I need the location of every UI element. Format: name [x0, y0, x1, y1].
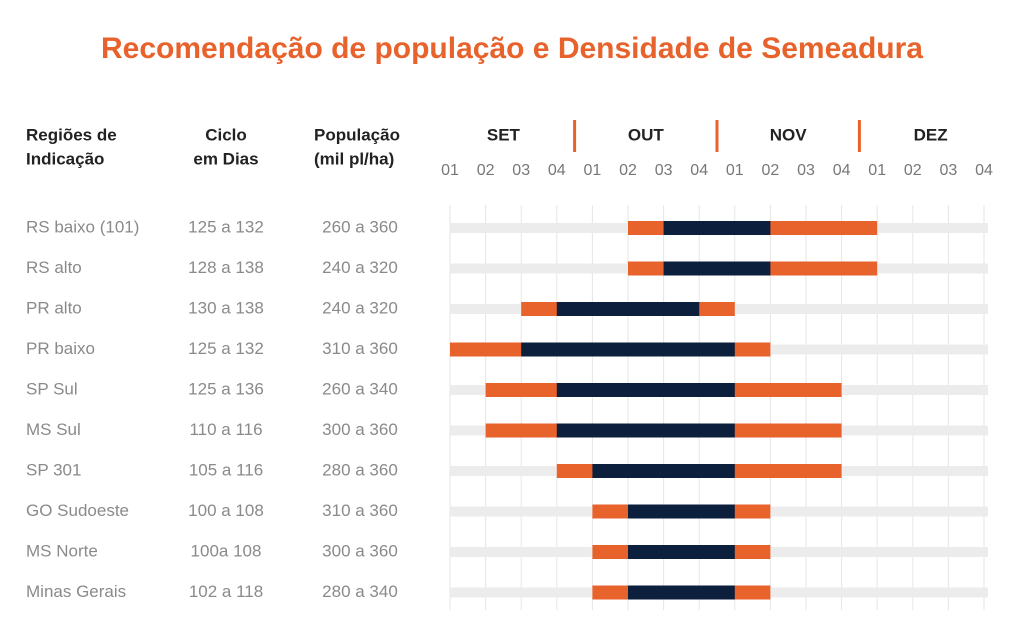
week-label: 04 — [548, 162, 566, 179]
header: Regiões de — [26, 125, 117, 144]
week-label: 02 — [477, 162, 495, 179]
region: RS alto — [26, 258, 82, 277]
title: Recomendação de população e Densidade de… — [101, 32, 923, 65]
population: 240 a 320 — [322, 298, 398, 317]
region: SP 301 — [26, 460, 81, 479]
ideal-window — [628, 585, 735, 600]
cycle: 125 a 132 — [188, 339, 264, 358]
month-label: OUT — [628, 125, 665, 144]
population: 310 a 360 — [322, 339, 398, 358]
ideal-window — [663, 221, 771, 235]
month-label: NOV — [770, 125, 808, 144]
population: 240 a 320 — [322, 258, 398, 277]
population: 280 a 340 — [322, 582, 398, 601]
cycle: 100a 108 — [191, 541, 262, 560]
region: MS Norte — [26, 541, 98, 560]
ideal-window — [628, 504, 735, 519]
cycle: 125 a 132 — [188, 217, 264, 236]
week-label: 04 — [690, 162, 708, 179]
cycle: 105 a 116 — [189, 460, 263, 479]
cycle: 110 a 116 — [189, 420, 262, 439]
week-label: 04 — [833, 162, 851, 179]
week-label: 03 — [512, 162, 530, 179]
week-label: 02 — [619, 162, 637, 179]
week-label: 01 — [868, 162, 886, 179]
population: 300 a 360 — [322, 420, 398, 439]
region: Minas Gerais — [26, 582, 126, 601]
ideal-window — [592, 464, 735, 478]
week-label: 01 — [584, 162, 602, 179]
ideal-window — [556, 423, 735, 438]
ideal-window — [556, 302, 700, 316]
week-label: 03 — [940, 162, 958, 179]
month-separator — [573, 120, 577, 152]
population: 300 a 360 — [322, 541, 398, 560]
week-label: 04 — [975, 162, 993, 179]
cycle: 100 a 108 — [188, 501, 264, 520]
header: Ciclo — [205, 125, 247, 144]
population: 310 a 360 — [322, 501, 398, 520]
ideal-window — [628, 545, 735, 559]
ideal-window — [663, 261, 771, 276]
header: Indicação — [26, 149, 104, 168]
region: GO Sudoeste — [26, 501, 129, 520]
week-label: 03 — [797, 162, 815, 179]
population: 260 a 340 — [322, 379, 398, 398]
ideal-window — [521, 342, 735, 357]
population: 260 a 360 — [322, 217, 398, 236]
cycle: 130 a 138 — [188, 298, 264, 317]
month-separator — [715, 120, 719, 152]
region: SP Sul — [26, 379, 78, 398]
header: em Dias — [193, 149, 258, 168]
header: (mil pl/ha) — [314, 149, 394, 168]
week-label: 02 — [762, 162, 780, 179]
cycle: 102 a 118 — [189, 582, 263, 601]
cycle: 125 a 136 — [188, 379, 264, 398]
cycle: 128 a 138 — [188, 258, 264, 277]
month-separator — [857, 120, 861, 152]
population: 280 a 360 — [322, 460, 398, 479]
week-label: 02 — [904, 162, 922, 179]
week-label: 01 — [726, 162, 744, 179]
region: PR alto — [26, 298, 82, 317]
header: População — [314, 125, 400, 144]
month-label: DEZ — [914, 125, 948, 144]
region: RS baixo (101) — [26, 217, 139, 236]
week-label: 03 — [655, 162, 673, 179]
region: PR baixo — [26, 339, 95, 358]
region: MS Sul — [26, 420, 81, 439]
ideal-window — [556, 383, 735, 397]
week-label: 01 — [441, 162, 459, 179]
month-label: SET — [487, 125, 521, 144]
